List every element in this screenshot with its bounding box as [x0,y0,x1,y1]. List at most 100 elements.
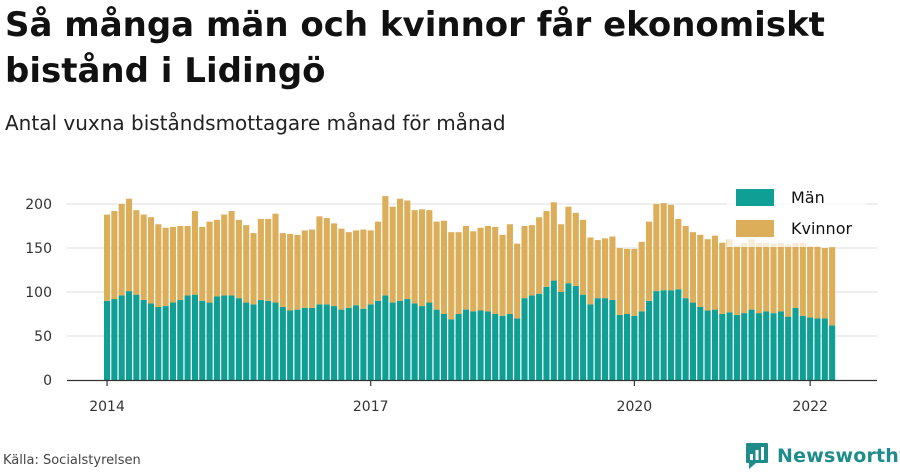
bar-woman [448,232,455,320]
y-tick-label: 50 [34,329,52,345]
bar-woman [389,206,396,303]
bar-man [353,305,360,380]
bar-man [184,295,191,380]
x-tick-label: 2020 [617,399,653,415]
bar-woman [294,234,301,310]
bar-man [653,291,660,380]
bar-man [147,303,155,380]
bar-man [125,291,133,380]
bar-woman [770,243,777,314]
bar-man [404,299,411,380]
bar-woman [506,224,513,314]
x-tick-label: 2022 [792,399,828,415]
bar-man [821,318,828,380]
y-tick-label: 200 [25,197,52,213]
bar-woman [748,239,755,310]
bar-man [191,294,198,380]
bar-woman [353,230,360,306]
bar-woman [528,225,535,296]
bar-woman [631,248,638,316]
bar-woman [462,226,469,310]
bar-woman [653,204,660,292]
bar-man [704,310,711,380]
brand-name: Newsworthy [777,445,900,467]
bar-woman [338,228,345,310]
bar-woman [624,248,631,314]
chart-subtitle: Antal vuxna biståndsmottagare månad för … [5,111,506,135]
bar-woman [213,219,220,297]
bar-man [433,309,440,380]
bar-man [426,302,433,380]
bar-man [484,311,491,380]
bar-man [594,298,601,380]
bar-woman [162,227,169,307]
bar-man [411,303,418,380]
bar-man [396,300,404,380]
bar-woman [741,242,748,314]
bar-man [243,302,250,380]
bar-man [499,315,506,380]
bar-man [301,307,308,380]
bar-woman [309,229,316,308]
bar-woman [367,230,374,305]
bar-man [514,318,521,380]
bar-man [287,310,294,380]
bar-man [338,309,345,380]
bar-man [162,306,169,380]
bar-man [792,307,799,380]
bar-woman [682,226,689,299]
bar-woman [492,226,499,314]
bar-man [389,302,396,380]
bar-woman [250,233,257,305]
bar-woman [521,226,528,299]
bar-man [118,295,125,380]
bar-woman [755,242,762,314]
bar-woman [550,202,557,281]
bar-man [667,290,675,380]
bar-woman [660,203,667,291]
bar-woman [360,229,367,309]
x-tick-label: 2014 [89,399,125,415]
bar-woman [733,245,740,315]
bar-woman [638,241,645,312]
bar-man [675,289,682,380]
bar-woman [177,226,184,300]
bar-man [470,311,477,380]
chart-title: Så många män och kvinnor får ekonomiskt … [5,5,825,91]
bar-man [462,309,469,380]
bar-woman [711,235,718,310]
bar-woman [777,242,784,312]
bar-man [536,293,543,380]
bar-woman [792,242,799,308]
bar-man [543,286,550,380]
bar-woman [374,221,382,301]
bar-woman [821,248,828,319]
legend-swatch [736,220,774,237]
bar-woman [228,211,235,296]
bar-man [360,308,367,380]
bar-man [506,314,513,380]
bar-woman [558,224,565,292]
y-tick-label: 0 [43,373,52,389]
bar-man [799,315,806,380]
bar-woman [426,210,433,303]
bar-man [331,306,338,380]
bar-woman [719,242,726,314]
bar-woman [140,214,147,300]
bar-man [741,313,748,380]
bar-woman [147,217,155,304]
bar-woman [675,218,682,290]
bar-man [814,318,821,380]
bar-man [177,299,184,380]
bar-man [221,295,228,380]
bar-man [228,295,235,380]
bar-man [638,311,645,380]
bar-man [440,314,447,380]
bar-woman [331,223,338,307]
bar-woman [411,210,418,304]
bar-man [309,307,316,380]
bar-woman [221,214,228,296]
bar-man [111,299,118,380]
bar-man [587,304,594,380]
